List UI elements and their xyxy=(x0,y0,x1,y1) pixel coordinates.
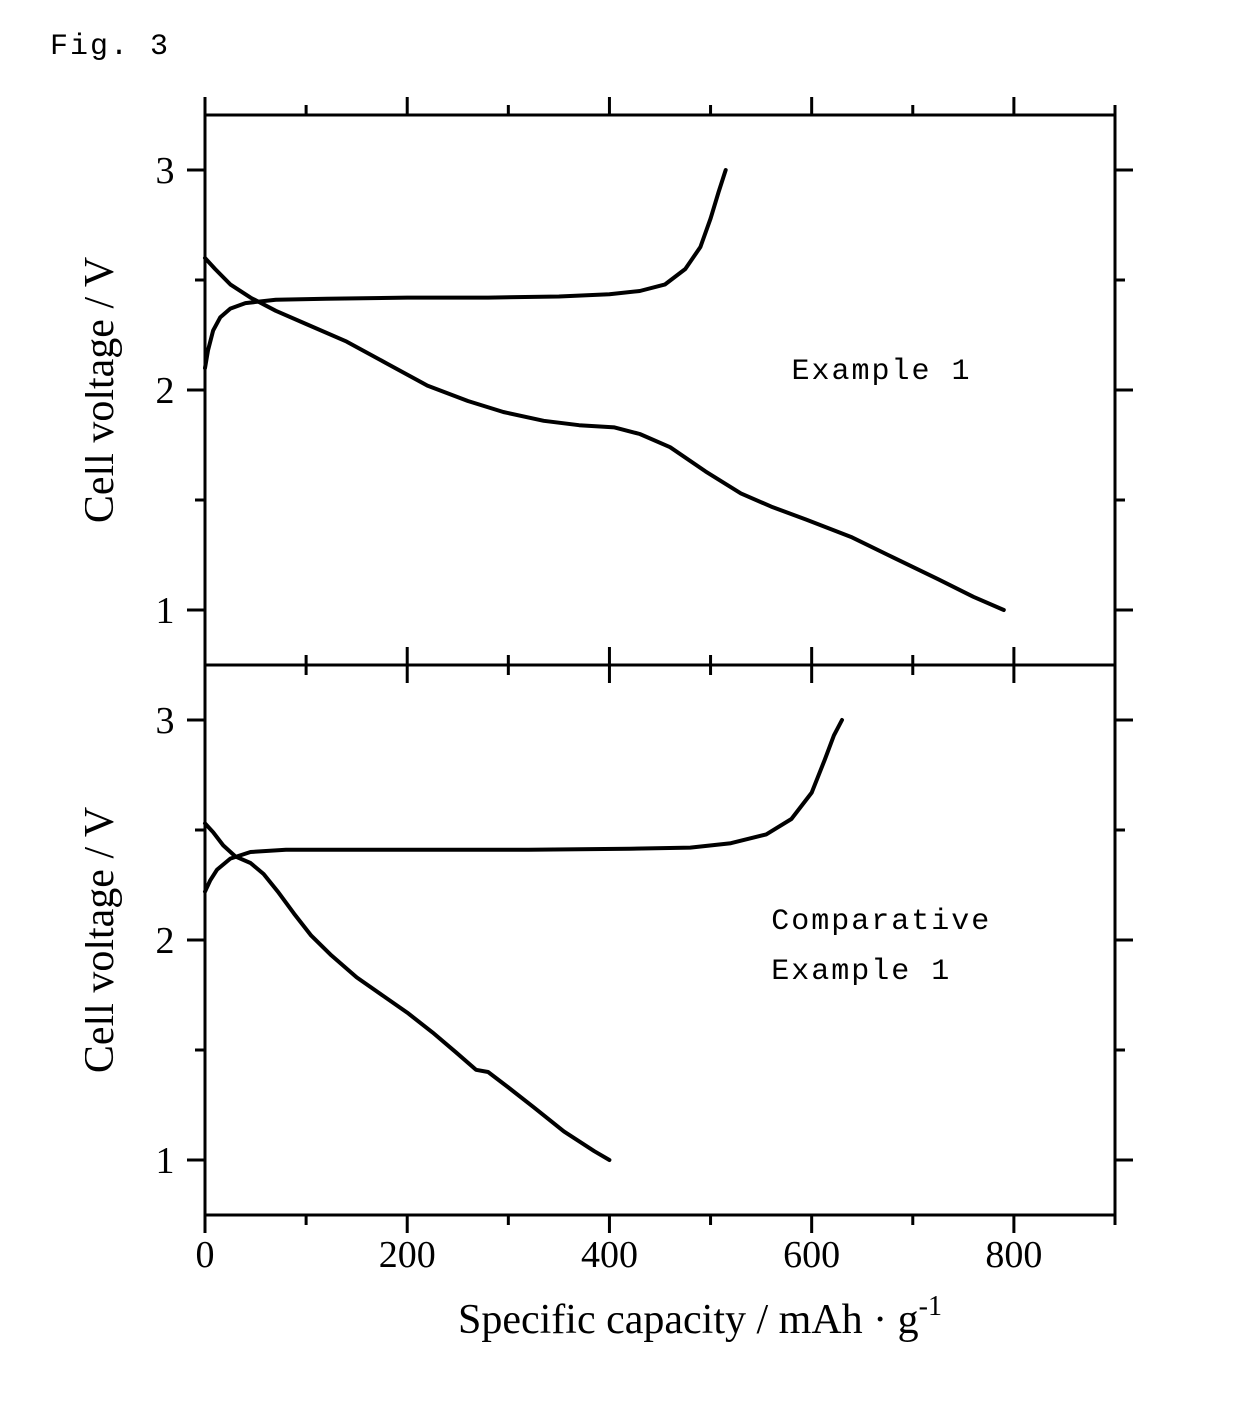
x-tick-label: 200 xyxy=(379,1234,436,1276)
y-tick-label: 1 xyxy=(156,590,175,632)
y-tick-label: 2 xyxy=(156,920,175,962)
x-axis-label: Specific capacity / mAh · g-1 xyxy=(458,1291,942,1343)
y-axis-label: Cell voltage / V xyxy=(85,807,123,1073)
y-tick-label: 3 xyxy=(156,700,175,742)
y-tick-label: 3 xyxy=(156,150,175,192)
y-axis-label: Cell voltage / V xyxy=(85,257,123,523)
panel-annotation: Comparative xyxy=(771,905,991,939)
panel-annotation: Example 1 xyxy=(791,355,971,389)
figure-label: Fig. 3 xyxy=(50,30,170,64)
series-top-discharge xyxy=(205,258,1004,610)
y-tick-label: 1 xyxy=(156,1140,175,1182)
series-top-charge xyxy=(205,170,726,368)
y-tick-label: 2 xyxy=(156,370,175,412)
x-tick-label: 800 xyxy=(985,1234,1042,1276)
x-tick-label: 400 xyxy=(581,1234,638,1276)
x-tick-label: 0 xyxy=(196,1234,215,1276)
series-bot-charge xyxy=(205,720,842,892)
panel-annotation: Example 1 xyxy=(771,955,951,989)
x-tick-label: 600 xyxy=(783,1234,840,1276)
figure-container: Fig. 3 0 200 400 600 800 1 2 3 Cell voltage / V 1… xyxy=(0,0,1240,1427)
chart-svg: 0 200 400 600 800 1 2 3 Cell voltage / V 1 2 3 Cell … xyxy=(85,95,1165,1355)
series-bot-discharge xyxy=(205,823,609,1160)
